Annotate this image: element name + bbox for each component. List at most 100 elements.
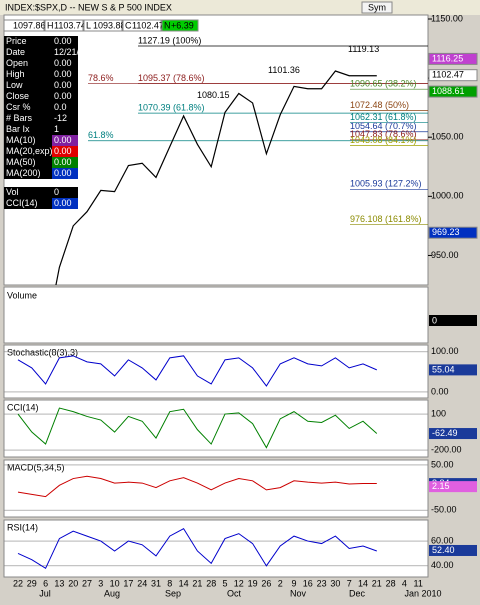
indicator-box <box>429 481 477 493</box>
data-window-row <box>4 146 78 157</box>
data-window-row <box>4 91 78 102</box>
data-window-label: MA(20,exp) <box>6 146 53 156</box>
data-window-value: 0.00 <box>54 198 72 208</box>
data-window-value: 0.0 <box>54 102 67 112</box>
y-tick-label: 50.00 <box>431 459 454 469</box>
indicator-line <box>17 355 378 387</box>
indicator-box-label: 55.04 <box>432 364 455 374</box>
header-value: +6.39 <box>171 20 194 30</box>
data-window-label: Close <box>6 91 29 101</box>
month-label: Aug <box>104 588 120 598</box>
fib-label: 1005.93 (127.2%) <box>350 179 422 189</box>
swing-label: 1080.15 <box>197 90 230 100</box>
fib-label: 976.108 (161.8%) <box>350 214 422 224</box>
x-tick-label: 22 <box>13 578 23 588</box>
volume-box <box>429 315 477 326</box>
y-tick-label: 1050.00 <box>431 132 464 142</box>
data-window-row <box>4 36 78 47</box>
data-window-row <box>4 168 78 179</box>
x-tick-label: 21 <box>192 578 202 588</box>
swing-label: 1119.13 <box>348 44 379 54</box>
header-box <box>3 19 45 32</box>
indicator-label: RSI(14) <box>7 522 38 532</box>
indicator-panel <box>3 459 429 518</box>
x-tick-label: 9 <box>291 578 296 588</box>
indicator-panel <box>3 399 429 458</box>
data-window-value: 0.00 <box>54 157 72 167</box>
data-window-label: High <box>6 69 25 79</box>
price-box <box>428 52 478 65</box>
data-window-value: 0.00 <box>54 168 72 178</box>
sym-button[interactable] <box>361 1 393 14</box>
month-label: Jul <box>39 588 51 598</box>
data-window-value-bg <box>52 135 78 146</box>
x-tick-label: 3 <box>98 578 103 588</box>
x-tick-label: 10 <box>110 578 120 588</box>
x-tick-label: 14 <box>358 578 368 588</box>
x-tick-label: 6 <box>43 578 48 588</box>
fib-label: 78.6% <box>88 73 114 83</box>
indicator-box <box>429 544 477 556</box>
y-tick-label: 1150.00 <box>431 13 463 23</box>
window-title: INDEX:$SPX,D -- NEW S & P 500 INDEX <box>5 2 172 12</box>
price-box <box>428 85 478 98</box>
indicator-panel <box>3 344 429 399</box>
data-window-value: -12 <box>54 113 67 123</box>
price-box <box>428 69 478 82</box>
data-window-value: 0.00 <box>54 36 72 46</box>
price-box-label: 969.23 <box>432 227 460 237</box>
indicator-box <box>429 364 477 376</box>
x-tick-label: 16 <box>303 578 313 588</box>
y-tick-label: -50.00 <box>431 505 457 515</box>
data-window-value-bg <box>52 157 78 168</box>
indicator-box-label: 52.40 <box>432 545 455 555</box>
indicator-label: CCI(14) <box>7 402 39 412</box>
fib-label: 1043.08 (84.1%) <box>350 135 417 145</box>
x-tick-label: 27 <box>82 578 92 588</box>
x-tick-label: 23 <box>317 578 327 588</box>
header-key: N <box>164 20 171 30</box>
data-window-row <box>4 80 78 91</box>
data-window-label: MA(200) <box>6 168 41 178</box>
indicator-box-label: 2.15 <box>432 481 450 491</box>
title-bar <box>0 0 480 15</box>
fib-label: 1095.37 (78.6%) <box>138 73 205 83</box>
data-window-row <box>4 198 78 209</box>
data-window-row <box>4 135 78 146</box>
data-window-value: 12/21/09 <box>54 47 89 57</box>
y-tick-label: 950.00 <box>431 250 459 260</box>
y-tick-label: 100 <box>431 408 446 418</box>
price-box-label: 1088.61 <box>432 86 465 96</box>
price-line <box>55 70 377 285</box>
x-axis <box>4 578 428 600</box>
data-window-label: Vol <box>6 187 19 197</box>
header-key: L <box>86 20 91 30</box>
y-tick-label: 1000.00 <box>431 191 464 201</box>
y-tick-label: -200.00 <box>431 444 462 454</box>
x-tick-label: 13 <box>54 578 64 588</box>
data-window-value: 0 <box>54 187 59 197</box>
data-window-value: 0.00 <box>54 135 72 145</box>
header-value: 1093.88 <box>93 20 126 30</box>
price-box-label: 1102.47 <box>432 70 464 80</box>
header-key: C <box>125 20 132 30</box>
indicator-box <box>429 428 477 440</box>
data-window-label: Price <box>6 36 27 46</box>
month-label: Dec <box>349 588 366 598</box>
indicator-panel <box>3 519 429 578</box>
data-window-value: 0.00 <box>54 91 72 101</box>
x-tick-label: 28 <box>386 578 396 588</box>
x-tick-label: 24 <box>137 578 147 588</box>
indicator-line <box>17 528 377 570</box>
header-key: H <box>47 20 54 30</box>
x-tick-label: 26 <box>261 578 271 588</box>
sym-label[interactable]: Sym <box>368 2 386 12</box>
indicator-line <box>17 475 377 498</box>
fib-label: 1070.39 (61.8%) <box>138 102 205 112</box>
data-window-value: 0.00 <box>54 80 72 90</box>
data-window-value: 1 <box>54 124 59 134</box>
month-label: Sep <box>165 588 181 598</box>
data-window-value-bg <box>52 198 78 209</box>
price-box <box>428 226 478 239</box>
month-label: Nov <box>290 588 307 598</box>
